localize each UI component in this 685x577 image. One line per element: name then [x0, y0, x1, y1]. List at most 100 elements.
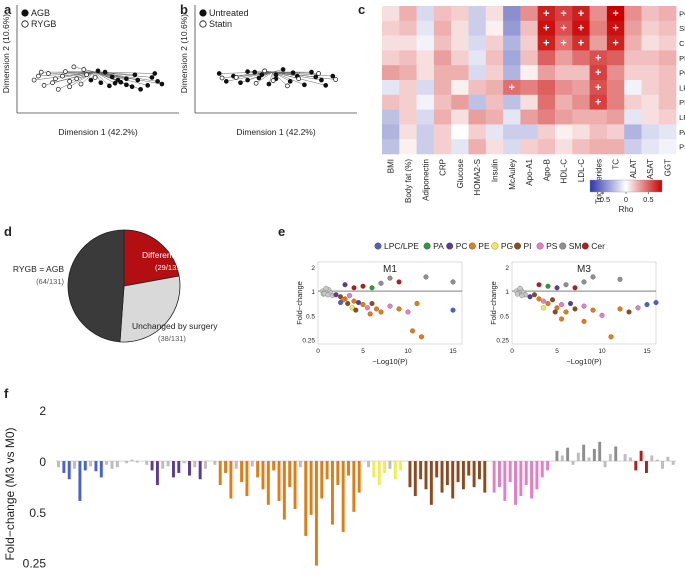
heatmap-cell [451, 94, 469, 110]
point-rygb [71, 64, 77, 70]
heatmap-cell [572, 50, 590, 66]
point-untreated [245, 69, 250, 74]
heatmap-cell [451, 20, 469, 36]
heatmap-cell [503, 80, 521, 96]
bar-pe [261, 461, 265, 490]
volcano-point [581, 303, 587, 309]
point-untreated [245, 77, 250, 83]
connector-line [94, 71, 118, 81]
heatmap-cell [503, 20, 521, 36]
significance-marker: + [595, 52, 601, 64]
bar-pi [413, 461, 417, 497]
heatmap-cell [433, 20, 452, 36]
heatmap-cell [555, 139, 573, 155]
bar-sm [592, 448, 596, 462]
significance-marker: + [509, 82, 515, 94]
y-tick-label: 0.25 [496, 338, 509, 345]
heatmap-cell [382, 80, 400, 96]
bar-pc [150, 461, 154, 471]
point-untreated [290, 70, 296, 76]
bar-cer [661, 461, 664, 469]
volcano-point [418, 334, 425, 340]
heatmap-col-label: CRP [439, 159, 448, 176]
bar-pe [218, 461, 222, 486]
point-agb [98, 80, 104, 86]
bar-pe [272, 461, 276, 471]
bar-ps [535, 461, 539, 490]
heatmap-cell [416, 80, 435, 96]
bar-pi [419, 461, 423, 480]
volcano-point [519, 293, 525, 299]
heatmap-cell [624, 50, 642, 66]
heatmap-cell [433, 35, 452, 51]
significance-marker: + [612, 8, 618, 20]
heatmap-row-label: LPC [679, 113, 685, 122]
heatmap-cell [572, 65, 590, 81]
heatmap-cell [589, 94, 608, 110]
x-tick-label: 5 [555, 348, 559, 355]
bar-pe [325, 461, 329, 480]
bar-pg [393, 461, 397, 480]
legend-marker [423, 242, 431, 250]
colorbar-tick-label: -0.5 [597, 195, 610, 204]
bar-pe [245, 461, 249, 497]
legend-label: PA [433, 241, 444, 251]
heatmap-cell [624, 20, 642, 36]
legend-marker [374, 242, 382, 250]
bar-pe [352, 461, 356, 512]
point-agb [102, 69, 108, 75]
bar-cer [671, 461, 675, 465]
bar-lpc [57, 461, 61, 468]
y-axis-label: Fold−change (M3 vs M0) [3, 427, 17, 560]
heatmap-cell [503, 124, 521, 140]
point-untreated [323, 83, 329, 88]
fold-change-bar-panel: 2 0 0.5 0.25 Fold−change (M3 vs M0) [3, 404, 676, 571]
heatmap-cell [503, 94, 521, 110]
bar-lpc [110, 461, 114, 469]
legend-marker [491, 242, 499, 250]
x-axis-label: Dimension 1 (42.2%) [236, 127, 316, 137]
heatmap-cell [658, 124, 677, 140]
heatmap-cell [451, 139, 469, 155]
heatmap-cell [451, 65, 469, 81]
volcano-point [599, 312, 605, 318]
volcano-point [387, 275, 393, 281]
y-tick-label: 0.25 [23, 557, 47, 571]
heatmap-cell [555, 50, 573, 66]
legend-marker [446, 242, 454, 250]
volcano-point [349, 305, 355, 311]
heatmap-cell [416, 65, 435, 81]
heatmap-cell [520, 6, 538, 22]
volcano-point [346, 293, 353, 299]
heatmap-col-label: ALAT [629, 159, 638, 179]
volcano-point [378, 309, 384, 315]
point-rygb [55, 86, 61, 92]
colorbar-tick-label: 0 [624, 195, 628, 204]
connector-line [226, 71, 273, 82]
heatmap-row-label: SM [679, 24, 685, 33]
volcano-point [558, 302, 565, 308]
heatmap-cell [555, 6, 573, 22]
volcano-point [369, 285, 375, 291]
point-rygb [67, 84, 72, 90]
heatmap-cell [589, 35, 608, 51]
heatmap-cell [537, 65, 556, 81]
bar-pg [388, 461, 392, 469]
bar-pe [304, 461, 308, 536]
heatmap-cell [589, 50, 608, 66]
bar-sm [571, 461, 575, 465]
legend-marker [559, 242, 567, 250]
volcano-point [387, 303, 393, 309]
point-untreated [319, 77, 324, 83]
significance-marker: + [578, 38, 584, 50]
legend-label: PI [524, 241, 532, 251]
heatmap-cell [433, 50, 452, 66]
heatmap-col-label: Insulin [490, 159, 499, 182]
bar-ps [530, 461, 534, 499]
bar-pa [125, 461, 129, 464]
legend-marker [199, 20, 207, 28]
point-agb [132, 72, 138, 78]
bar-pi [445, 461, 449, 486]
heatmap-cell [658, 139, 677, 155]
